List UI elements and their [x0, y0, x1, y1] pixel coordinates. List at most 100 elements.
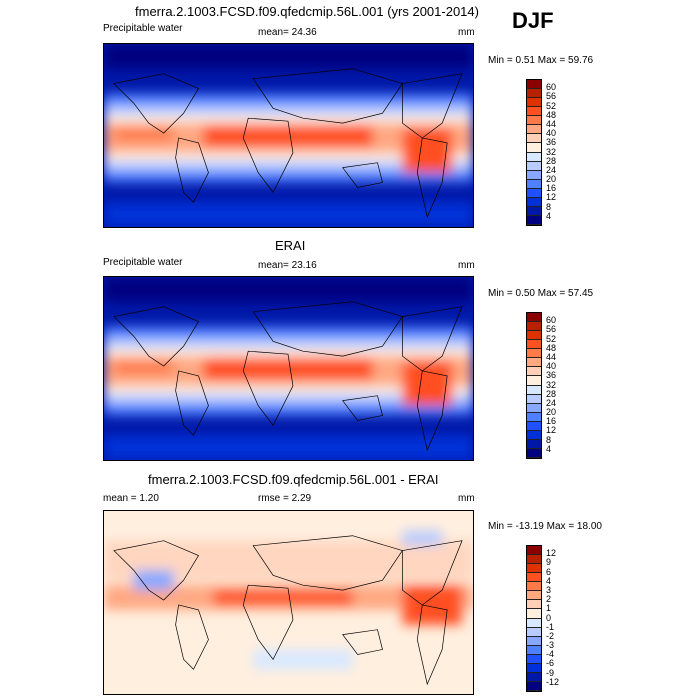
coastline	[242, 584, 294, 661]
colorbar-box	[527, 367, 541, 377]
colorbar-box	[527, 430, 541, 440]
panel1-map	[103, 43, 474, 228]
colorbar-box	[527, 313, 541, 323]
colorbar-tick-label: 6	[546, 566, 552, 577]
colorbar-box	[527, 573, 541, 583]
panel1-mean: mean= 24.36	[258, 27, 317, 38]
colorbar-tick-label: 2	[546, 594, 552, 605]
coastline	[342, 629, 383, 655]
contour-map	[104, 277, 473, 460]
colorbar-box	[527, 197, 541, 207]
colorbar-box	[527, 672, 541, 682]
colorbar-tick-label: -3	[546, 640, 555, 651]
colorbar-box	[527, 385, 541, 395]
panel3-title: fmerra.2.1003.FCSD.f09.qfedcmip.56L.001 …	[148, 472, 439, 487]
colorbar-box	[527, 421, 541, 431]
colorbar-tick-label: 48	[546, 342, 557, 353]
colorbar-tick-label: 16	[546, 183, 557, 194]
colorbar-tick-label: 20	[546, 174, 557, 185]
colorbar-tick-label: 28	[546, 155, 557, 166]
colorbar-tick-label: -4	[546, 649, 555, 660]
colorbar-tick-label: 44	[546, 118, 557, 129]
colorbar-box	[527, 349, 541, 359]
coastline	[416, 604, 448, 686]
contour-map	[104, 511, 473, 694]
colorbar-box	[527, 636, 541, 646]
colorbar-box	[527, 448, 541, 458]
colorbar-tick-label: 60	[546, 82, 557, 93]
colorbar-tick-label: 36	[546, 370, 557, 381]
contour-band	[203, 358, 373, 380]
colorbar-box	[527, 80, 541, 90]
contour-band	[113, 360, 174, 374]
coastline	[113, 73, 199, 134]
panel1-colorbar	[526, 79, 542, 226]
coastline	[252, 68, 403, 124]
contour-band	[402, 530, 443, 546]
coastline	[252, 301, 403, 357]
colorbar-box	[527, 412, 541, 422]
colorbar-tick-label: 12	[546, 192, 557, 203]
panel1-title: fmerra.2.1003.FCSD.f09.qfedcmip.56L.001 …	[135, 4, 479, 19]
colorbar-box	[527, 609, 541, 619]
colorbar-box	[527, 170, 541, 180]
colorbar-tick-label: 44	[546, 351, 557, 362]
colorbar-tick-label: 32	[546, 146, 557, 157]
colorbar-tick-label: 48	[546, 109, 557, 120]
coastline	[252, 535, 403, 591]
colorbar-box	[527, 618, 541, 628]
panel2-units: mm	[458, 260, 475, 271]
colorbar-tick-label: 20	[546, 407, 557, 418]
colorbar-box	[527, 215, 541, 225]
colorbar-box	[527, 331, 541, 341]
panel1-minmax: Min = 0.51 Max = 59.76	[488, 55, 594, 66]
colorbar-box	[527, 555, 541, 565]
colorbar-tick-label: 32	[546, 379, 557, 390]
contour-map	[104, 44, 473, 227]
coastline	[402, 73, 463, 139]
colorbar-tick-label: 40	[546, 128, 557, 139]
panel3-minmax: Min = -13.19 Max = 18.00	[488, 521, 602, 532]
coastline	[175, 604, 209, 670]
panel2-title: ERAI	[275, 238, 306, 253]
contour-band	[213, 590, 353, 605]
panel2-colorbar	[526, 312, 542, 459]
contour-band	[133, 570, 174, 591]
colorbar-box	[527, 654, 541, 664]
colorbar-tick-label: 8	[546, 434, 552, 445]
colorbar-tick-label: 3	[546, 584, 552, 595]
panel3-map	[103, 510, 474, 695]
colorbar-box	[527, 564, 541, 574]
panel3-colorbar	[526, 545, 542, 692]
colorbar-tick-label: 40	[546, 361, 557, 372]
colorbar-box	[527, 125, 541, 135]
colorbar-box	[527, 403, 541, 413]
colorbar-tick-label: -12	[546, 676, 560, 687]
colorbar-tick-label: 8	[546, 201, 552, 212]
panel2-minmax: Min = 0.50 Max = 57.45	[488, 288, 594, 299]
colorbar-tick-label: 28	[546, 388, 557, 399]
colorbar-box	[527, 376, 541, 386]
coastline	[175, 137, 209, 203]
colorbar-tick-label: -2	[546, 630, 555, 641]
colorbar-tick-label: -1	[546, 621, 555, 632]
colorbar-box	[527, 116, 541, 126]
colorbar-box	[527, 663, 541, 673]
panel1-units: mm	[458, 27, 475, 38]
colorbar-box	[527, 89, 541, 99]
colorbar-box	[527, 188, 541, 198]
panel3-units: mm	[458, 493, 475, 504]
colorbar-box	[527, 179, 541, 189]
colorbar-tick-label: 12	[546, 425, 557, 436]
colorbar-box	[527, 394, 541, 404]
contour-band	[402, 585, 463, 625]
panel3-mean: mean = 1.20	[103, 493, 159, 504]
panel2-mean: mean= 23.16	[258, 260, 317, 271]
colorbar-tick-label: 12	[546, 548, 557, 559]
coastline	[175, 370, 209, 436]
colorbar-box	[527, 591, 541, 601]
coastline	[402, 306, 463, 372]
coastline	[342, 395, 383, 421]
panel1-variable: Precipitable water	[103, 23, 183, 34]
colorbar-tick-label: 16	[546, 416, 557, 427]
